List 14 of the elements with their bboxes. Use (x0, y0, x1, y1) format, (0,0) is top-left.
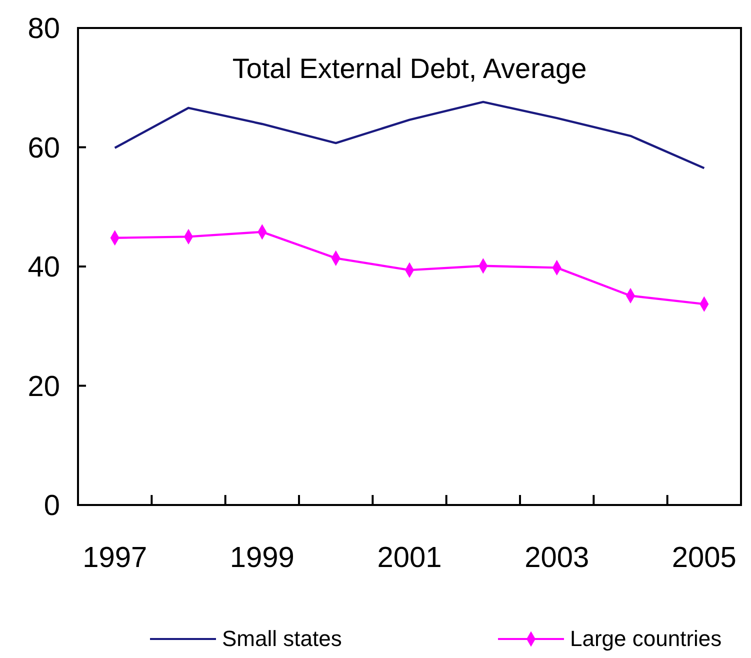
y-tick-label: 60 (28, 132, 60, 164)
x-tick-label: 1997 (82, 542, 148, 574)
y-tick-label: 40 (28, 252, 60, 284)
y-tick-label: 0 (44, 490, 60, 522)
line-series (114, 100, 706, 170)
legend-label: Large countries (570, 626, 722, 651)
legend-label: Small states (222, 626, 342, 651)
text: Total External Debt, Average (232, 53, 587, 84)
y-tick-label: 80 (28, 13, 60, 46)
x-tick-label: 1999 (230, 542, 294, 574)
x-tick-label: 2001 (377, 542, 442, 574)
x-tick-label: 2003 (524, 542, 590, 574)
x-tick-label: 2005 (672, 542, 736, 574)
y-tick-label: 20 (28, 370, 60, 403)
